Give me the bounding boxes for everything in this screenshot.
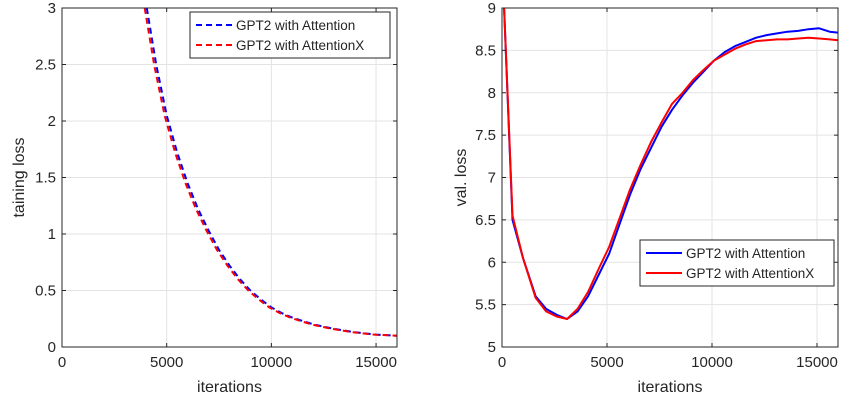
y-tick-label: 9: [488, 0, 496, 17]
y-tick-label: 6: [488, 254, 496, 271]
legend: GPT2 with Attention GPT2 with AttentionX: [190, 12, 390, 58]
x-axis-label: iterations: [197, 379, 262, 396]
y-tick-label: 0: [48, 339, 56, 356]
legend: GPT2 with Attention GPT2 with AttentionX: [640, 240, 834, 286]
x-tick-label: 5000: [150, 354, 183, 371]
y-tick-label: 0.5: [35, 283, 56, 300]
chart-panel-2: 0 5000 10000 15000 5 5.5 6 6.5 7 7.5 8 8.5 9 iteratio…: [453, 0, 838, 396]
y-tick-label: 7.5: [475, 127, 496, 144]
legend-label-2: GPT2 with AttentionX: [236, 38, 364, 53]
y-tick-label: 7: [488, 170, 496, 187]
chart-panel-1: 0 5000 10000 15000 0 0.5 1 1.5 2 2.5 3 iterations ta…: [11, 0, 397, 396]
y-tick-label: 2: [48, 113, 56, 130]
x-tick-label: 10000: [691, 354, 733, 371]
legend-label-1: GPT2 with Attention: [686, 246, 805, 261]
x-tick-label: 0: [58, 354, 66, 371]
y-axis-label: val. loss: [453, 149, 470, 207]
y-tick-label: 6.5: [475, 212, 496, 229]
legend-label-1: GPT2 with Attention: [236, 18, 355, 33]
y-tick-label: 5: [488, 339, 496, 356]
y-tick-label: 3: [48, 0, 56, 17]
y-tick-label: 8.5: [475, 42, 496, 59]
legend-label-2: GPT2 with AttentionX: [686, 266, 814, 281]
x-axis-label: iterations: [638, 379, 703, 396]
x-tick-label: 5000: [590, 354, 623, 371]
y-axis-label: taining loss: [11, 137, 28, 217]
y-tick-label: 2.5: [35, 57, 56, 74]
y-tick-label: 1.5: [35, 170, 56, 187]
x-tick-label: 15000: [355, 354, 397, 371]
y-tick-label: 1: [48, 226, 56, 243]
x-tick-label: 0: [498, 354, 506, 371]
x-tick-label: 10000: [251, 354, 293, 371]
x-tick-label: 15000: [796, 354, 838, 371]
y-tick-label: 5.5: [475, 297, 496, 314]
y-tick-label: 8: [488, 85, 496, 102]
